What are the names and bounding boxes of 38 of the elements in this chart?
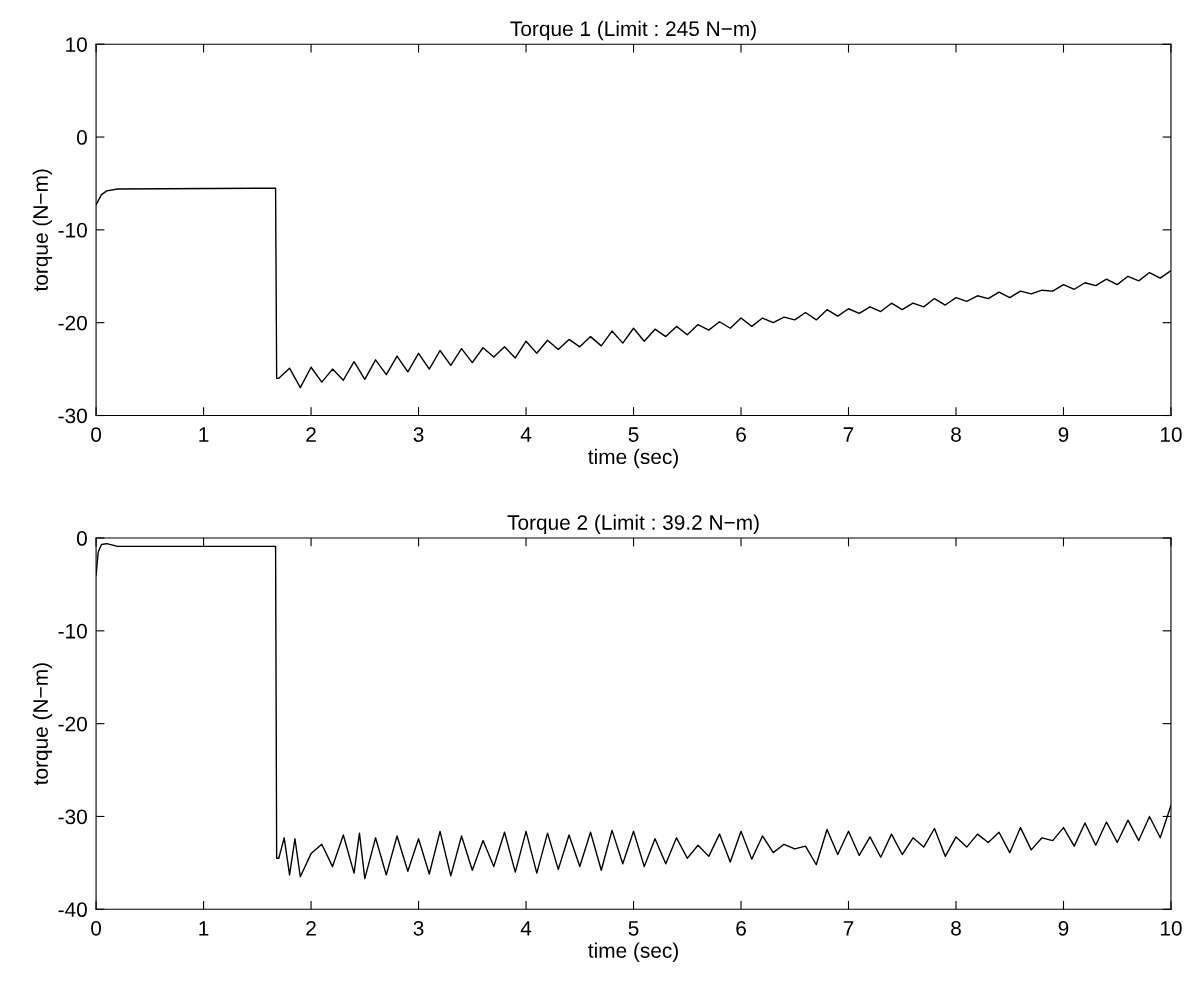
y-axis-title: torque (N−m) [32,169,53,292]
y-tick-label: -30 [58,809,87,825]
y-tick-label: -20 [58,315,87,331]
x-tick-label: 4 [520,921,532,936]
x-tick-label: 3 [413,920,424,936]
x-tick-label: 9 [1058,427,1069,442]
x-axis-title: time (sec) [588,942,678,962]
x-tick-label: 7 [843,427,854,442]
x-tick-label: 3 [413,427,424,442]
x-tick-label: 7 [843,921,854,936]
y-tick-label: 10 [66,37,87,52]
y-tick-label: -30 [58,408,87,424]
y-tick-label: -10 [58,623,87,639]
x-tick-label: 2 [306,920,316,936]
x-tick-label: 1 [199,921,209,936]
x-tick-label: 2 [306,427,316,442]
x-tick-label: 5 [628,921,639,936]
y-tick-label: 0 [76,130,87,145]
x-tick-label: 10 [1160,920,1182,936]
y-tick-label: -40 [58,902,87,918]
x-axis-title: time (sec) [588,448,678,469]
x-tick-label: 8 [951,427,961,442]
chart-title: Torque 1 (Limit : 245 N−m) [510,20,756,41]
y-tick-label: -10 [58,222,87,238]
x-tick-label: 8 [951,920,961,936]
x-tick-label: 9 [1058,920,1069,936]
x-tick-label: 10 [1160,427,1182,442]
chart-title: Torque 2 (Limit : 39.2 N−m) [507,514,759,534]
y-tick-label: 0 [76,531,87,546]
x-tick-label: 0 [91,427,102,442]
y-axis-title: torque (N−m) [32,663,53,785]
x-tick-label: 6 [736,427,746,442]
y-tick-label: -20 [58,716,87,732]
x-tick-label: 6 [736,920,746,936]
x-tick-label: 0 [91,920,102,936]
x-tick-label: 4 [520,427,532,442]
x-tick-label: 5 [628,427,639,442]
x-tick-label: 1 [199,427,209,442]
